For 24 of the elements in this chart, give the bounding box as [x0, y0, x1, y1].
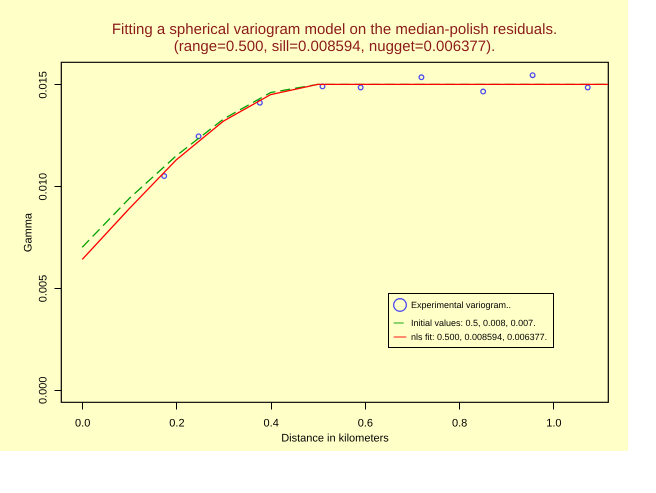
point	[196, 133, 202, 140]
x-tick-label: 0.0	[75, 418, 90, 430]
y-axis-title: Gamma	[22, 212, 34, 252]
point	[256, 100, 263, 106]
text: (range=0.500, sill=0.008594, nugget=0.006377).	[174, 38, 496, 55]
y-tick-label: 0.010	[38, 172, 50, 200]
y-tick-label: 0.015	[38, 71, 50, 99]
point	[530, 72, 536, 78]
legend-label: Experimental variogram..	[411, 300, 512, 310]
point	[480, 88, 486, 95]
point	[161, 173, 168, 179]
x-axis-title: Distance in kilometers	[281, 432, 390, 444]
legend-label: Initial values: 0.5, 0.008, 0.007.	[411, 318, 536, 328]
x-tick-label: 0.2	[169, 418, 185, 430]
point	[418, 74, 424, 80]
point	[319, 83, 326, 90]
x-tick-label: 0.8	[452, 418, 468, 430]
legend-label: nls fit: 0.500, 0.008594, 0.006377.	[411, 332, 548, 342]
x-tick-label: 0.6	[358, 418, 374, 430]
text: Fitting a spherical variogram model on the median-polish residuals.	[112, 21, 558, 38]
x-tick-label: 1.0	[546, 418, 562, 430]
y-tick-label: 0.000	[38, 376, 50, 404]
x-tick-label: 0.4	[264, 418, 279, 430]
y-tick-label: 0.005	[38, 274, 50, 302]
